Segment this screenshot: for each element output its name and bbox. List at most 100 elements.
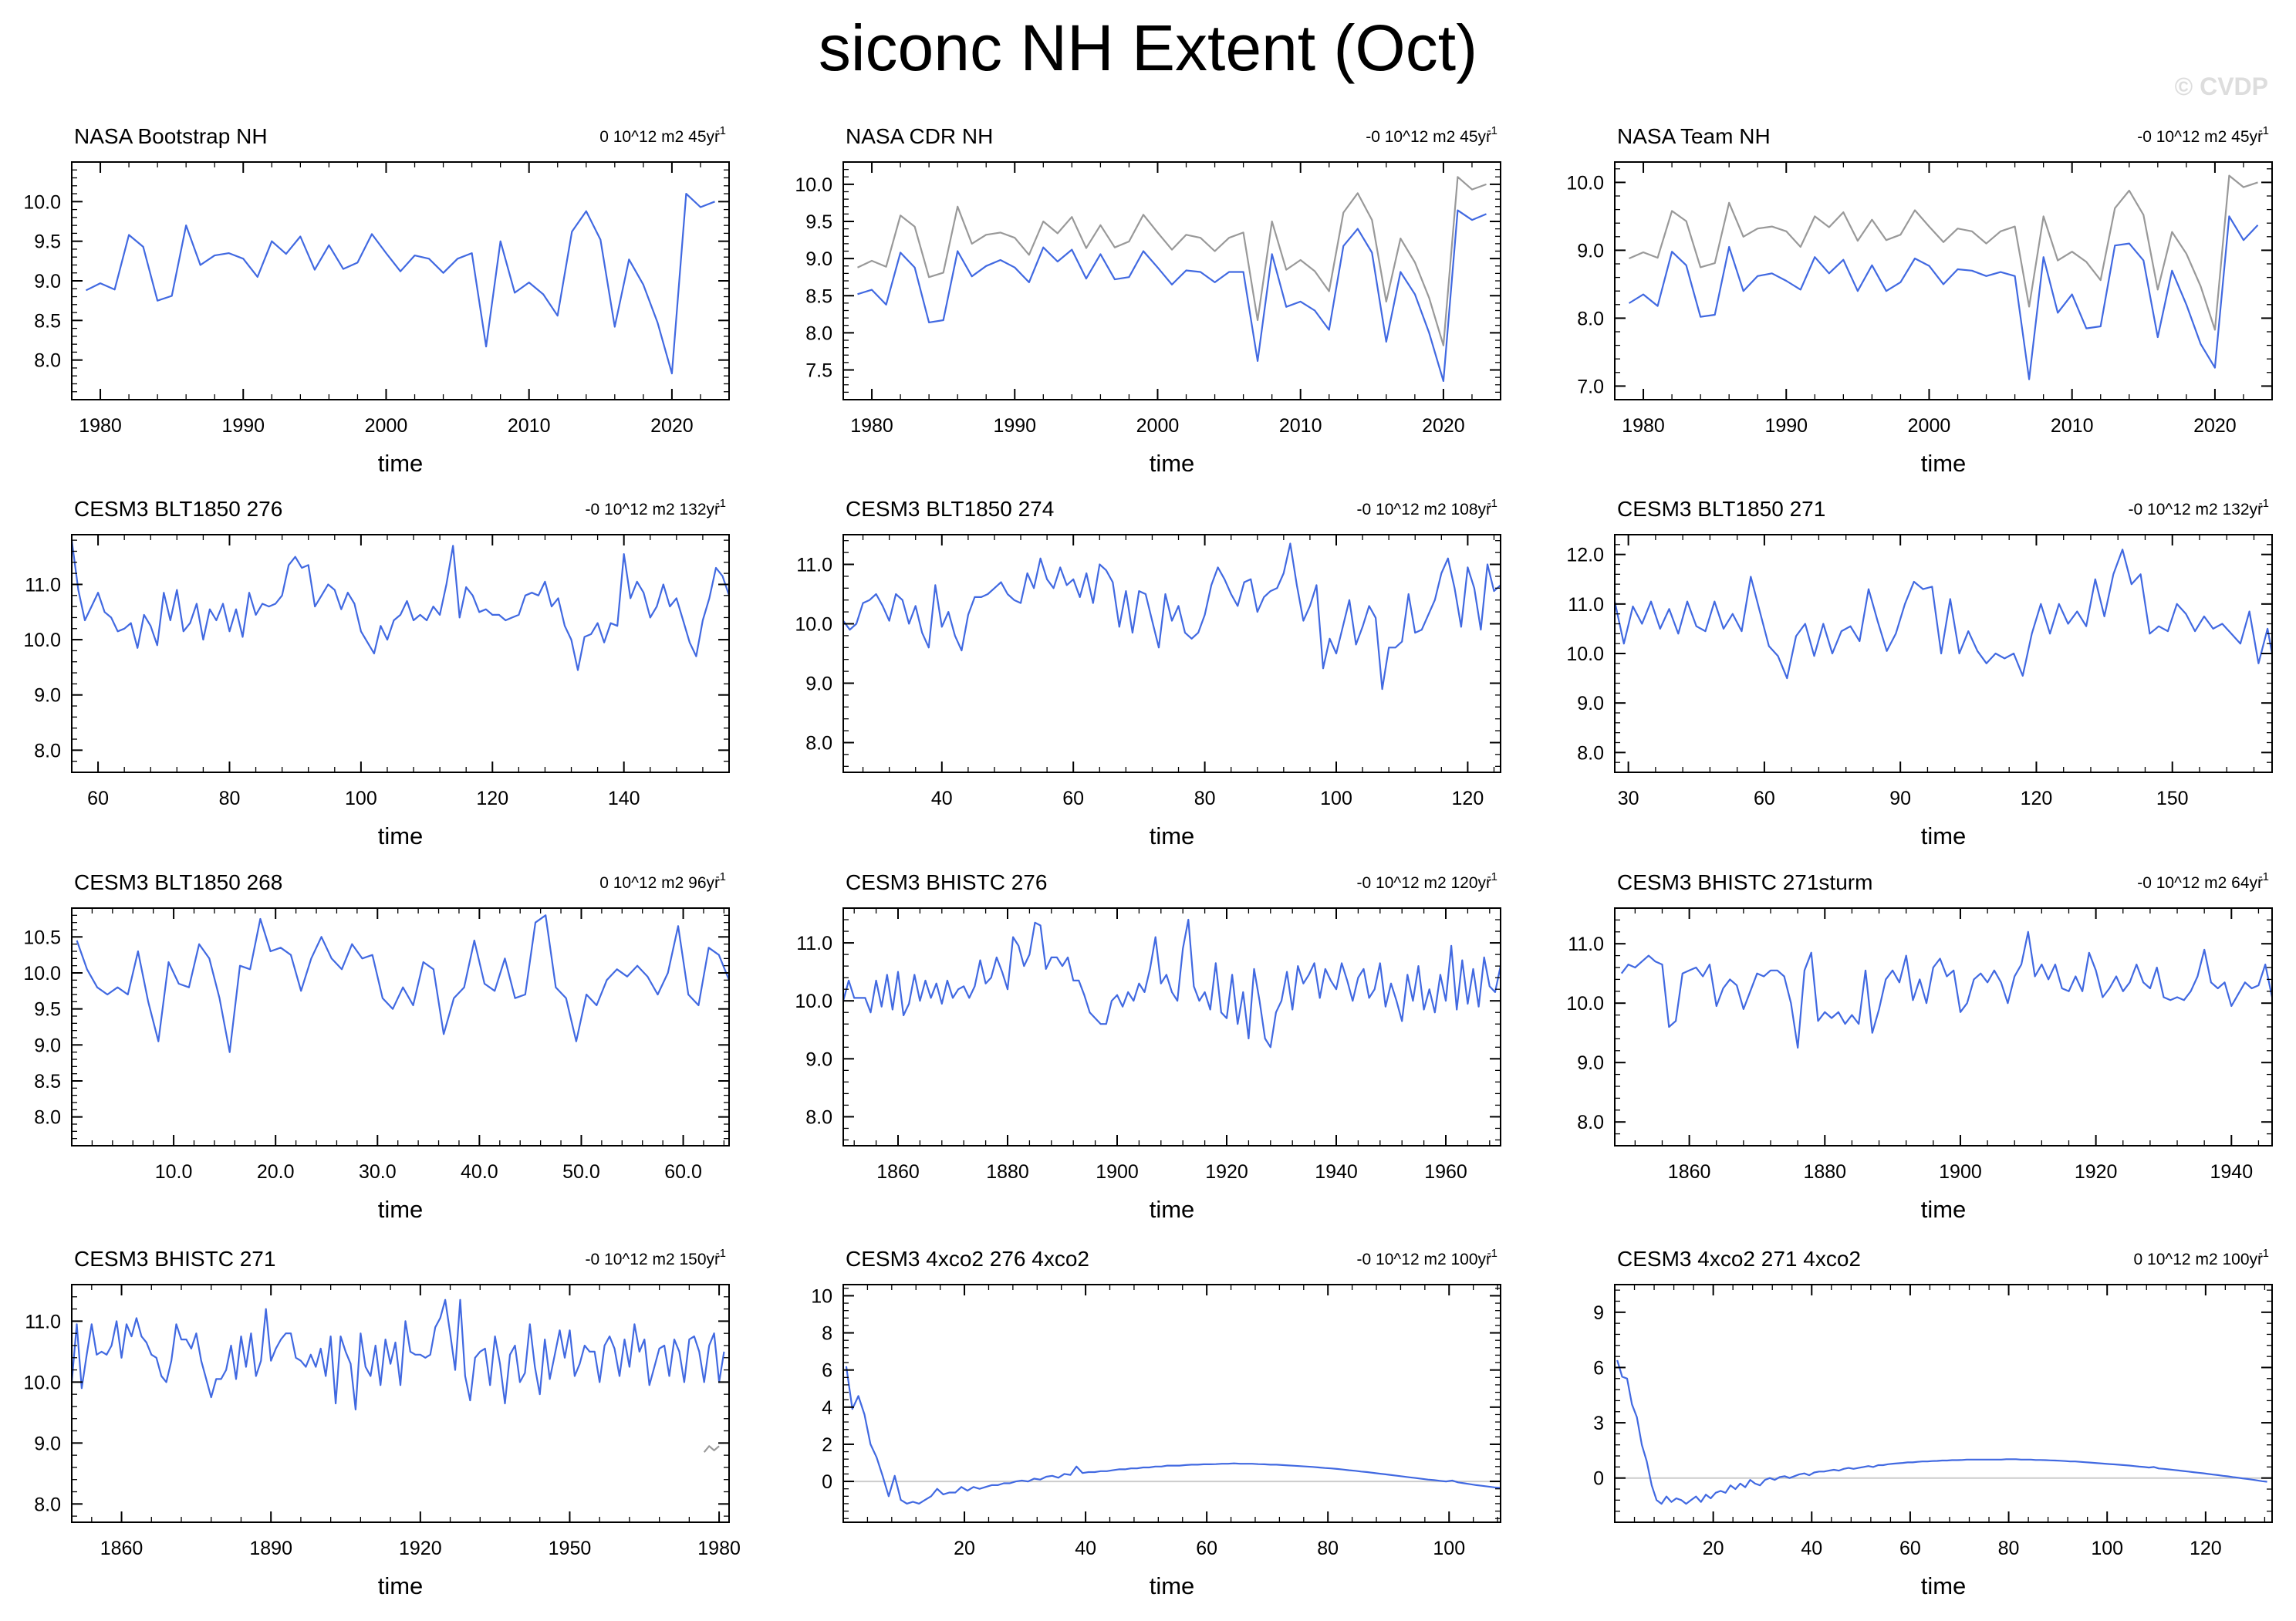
y-tick-label: 9.5 [805,211,832,233]
trend-exponent: -1 [1487,124,1497,137]
x-tick-label: 2010 [1279,415,1322,437]
y-tick-label: 11.0 [796,555,832,576]
x-tick-label: 40 [1801,1538,1822,1559]
x-tick-label: 2010 [2051,415,2094,437]
panel-title: NASA CDR NH [846,124,993,148]
x-tick-label: 1980 [79,415,122,437]
y-tick-label: 9.0 [1577,693,1604,714]
trend-exponent: -1 [1487,1247,1497,1260]
y-tick-label: 8.5 [805,285,832,307]
x-tick-label: 120 [2190,1538,2222,1559]
plot-frame [71,1284,730,1523]
x-tick-label: 2000 [365,415,408,437]
cvdp-watermark: © CVDP [2174,73,2268,100]
y-tick-label: 11.0 [1568,934,1604,955]
trend-label: -0 10^12 m2 45yr [1366,128,1491,146]
trend-exponent: -1 [716,870,726,883]
y-tick-label: 9.0 [1577,1052,1604,1074]
trend-label: -0 10^12 m2 45yr [2137,128,2263,146]
x-axis-title: time [1150,1196,1195,1223]
y-tick-label: 8.5 [34,310,61,332]
y-tick-label: 8.0 [1577,742,1604,764]
chart-panel-3: NASA Team NH -0 10^12 m2 45yr-1 1980 1990 20… [1566,124,2273,477]
panel-title: CESM3 4xco2 271 4xco2 [1617,1247,1861,1271]
x-axis-title: time [378,1196,424,1223]
panel-title: CESM3 BHISTC 271 [74,1247,275,1271]
x-tick-label: 40 [1075,1538,1096,1559]
trend-exponent: -1 [2259,1247,2269,1260]
x-tick-label: 20 [954,1538,975,1559]
y-tick-label: 8.0 [34,740,61,762]
trend-exponent: -1 [716,497,726,510]
y-tick-label: 10.0 [795,174,832,196]
x-axis-title: time [1921,1196,1967,1223]
x-tick-label: 20.0 [257,1161,295,1183]
panel-title: NASA Team NH [1617,124,1771,148]
chart-panel-4: CESM3 BLT1850 276 -0 10^12 m2 132yr-1 60 80… [23,497,731,849]
y-tick-label: 8 [822,1323,832,1345]
panel-title: CESM3 BHISTC 276 [846,870,1047,894]
x-tick-label: 1940 [2210,1161,2253,1183]
panel-title: CESM3 4xco2 276 4xco2 [846,1247,1089,1271]
x-tick-label: 100 [2091,1538,2123,1559]
x-tick-label: 1990 [221,415,265,437]
x-tick-label: 30.0 [359,1161,397,1183]
x-tick-label: 90 [1889,788,1911,809]
y-tick-label: 6 [1593,1357,1604,1379]
x-tick-label: 1880 [986,1161,1029,1183]
x-tick-label: 40.0 [461,1161,498,1183]
y-tick-label: 10.0 [795,614,832,636]
y-tick-label: 9.0 [34,1035,61,1056]
x-tick-label: 60 [87,788,109,809]
plot-frame [71,907,730,1147]
x-tick-label: 1980 [1622,415,1665,437]
series-line [1616,1359,2267,1505]
chart-panel-8: CESM3 BHISTC 276 -0 10^12 m2 120yr-1 1860 1… [795,870,1502,1223]
panel-title: CESM3 BLT1850 268 [74,870,282,894]
series-line [845,1366,1501,1504]
panel-title: CESM3 BLT1850 274 [846,497,1054,521]
x-axis-title: time [1150,1572,1195,1599]
y-tick-label: 9.5 [34,231,61,253]
plot-frame [1614,1284,2273,1523]
trend-exponent: -1 [716,1247,726,1260]
plot-frame [842,161,1501,400]
x-tick-label: 100 [345,788,377,809]
plot-frame [1614,534,2273,773]
y-tick-label: 10.0 [795,991,832,1012]
trend-label: -0 10^12 m2 120yr [1357,874,1491,892]
x-tick-label: 2010 [508,415,551,437]
x-tick-label: 60 [1062,788,1084,809]
page-title: siconc NH Extent (Oct) [818,12,1478,84]
x-tick-label: 1990 [1764,415,1808,437]
plot-frame [842,907,1501,1147]
x-tick-label: 120 [2021,788,2053,809]
x-tick-label: 2000 [1908,415,1951,437]
x-tick-label: 30 [1618,788,1639,809]
panel-title: CESM3 BLT1850 276 [74,497,282,521]
chart-panel-1: NASA Bootstrap NH 0 10^12 m2 45yr-1 1980 19… [23,124,730,477]
x-tick-label: 40 [931,788,953,809]
x-tick-label: 80 [1998,1538,2020,1559]
x-axis-title: time [378,450,424,477]
chart-panel-2: NASA CDR NH -0 10^12 m2 45yr-1 1980 1990 200… [795,124,1501,477]
x-axis-title: time [1921,1572,1967,1599]
y-tick-label: 10 [811,1285,832,1307]
y-tick-label: 2 [822,1434,832,1456]
trend-exponent: -1 [1487,497,1497,510]
x-axis-title: time [1921,450,1967,477]
x-tick-label: 60.0 [664,1161,702,1183]
x-tick-label: 2020 [1422,415,1465,437]
series-line [1629,174,2258,331]
plot-frame [842,1284,1501,1523]
x-tick-label: 1980 [697,1538,741,1559]
x-tick-label: 1860 [876,1161,920,1183]
y-tick-label: 8.0 [805,1106,832,1128]
y-tick-label: 0 [1593,1468,1604,1490]
x-tick-label: 50.0 [562,1161,600,1183]
y-tick-label: 10.5 [23,927,61,948]
x-tick-label: 140 [608,788,640,809]
y-tick-label: 9.0 [805,248,832,270]
x-tick-label: 2000 [1136,415,1180,437]
x-tick-label: 60 [1196,1538,1217,1559]
